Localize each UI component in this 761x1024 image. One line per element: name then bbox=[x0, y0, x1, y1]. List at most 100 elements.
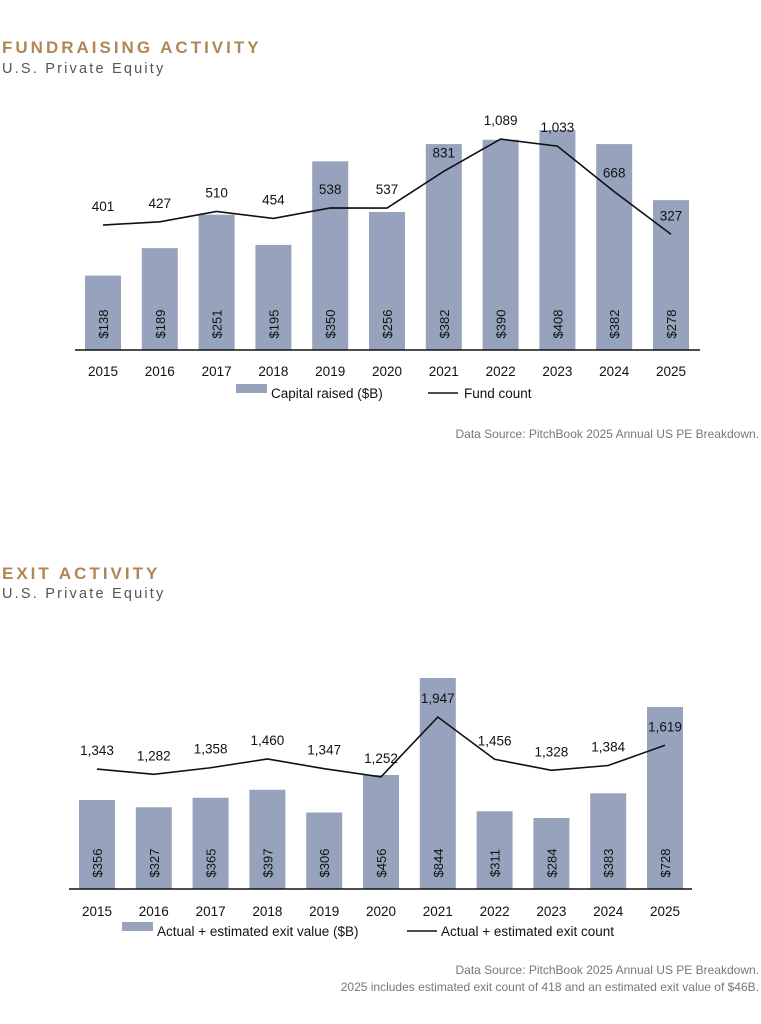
exit-count-label-2021: 1,947 bbox=[421, 691, 455, 706]
fundraising-xtick-2019: 2019 bbox=[315, 364, 345, 379]
fundraising-xtick-2022: 2022 bbox=[486, 364, 516, 379]
fundraising-bar-label-2016: $189 bbox=[153, 310, 168, 339]
exit-bar-2015 bbox=[79, 800, 115, 889]
exit-count-label-2018: 1,460 bbox=[251, 733, 285, 748]
exit-bar-label-2024: $383 bbox=[601, 849, 616, 878]
fundraising-subtitle: U.S. Private Equity bbox=[2, 61, 166, 77]
fundraising-bar-2024 bbox=[596, 144, 633, 350]
exit-bar-label-2015: $356 bbox=[90, 849, 105, 878]
exit-source: Data Source: PitchBook 2025 Annual US PE… bbox=[455, 963, 759, 977]
exit-count-label-2023: 1,328 bbox=[535, 744, 569, 759]
fundraising-source: Data Source: PitchBook 2025 Annual US PE… bbox=[455, 427, 759, 441]
exit-xtick-2015: 2015 bbox=[82, 904, 112, 919]
fundraising-bar-2020 bbox=[369, 212, 405, 350]
exit-note: 2025 includes estimated exit count of 41… bbox=[340, 980, 759, 994]
fundraising-legend-bar-swatch bbox=[236, 384, 267, 393]
fundraising-bar-2022 bbox=[482, 139, 519, 350]
fundraising-bar-label-2024: $382 bbox=[607, 310, 622, 339]
fundraising-title: FUNDRAISING ACTIVITY bbox=[2, 38, 262, 57]
exit-xtick-2020: 2020 bbox=[366, 904, 396, 919]
fundraising-xtick-2021: 2021 bbox=[429, 364, 459, 379]
exit-count-label-2022: 1,456 bbox=[478, 733, 512, 748]
fundraising-legend-line-label: Fund count bbox=[464, 386, 532, 401]
fundraising-bar-2017 bbox=[198, 214, 235, 350]
exit-xtick-2022: 2022 bbox=[480, 904, 510, 919]
fundraising-xtick-2025: 2025 bbox=[656, 364, 686, 379]
exit-count-label-2019: 1,347 bbox=[307, 743, 341, 758]
fundraising-bar-2015 bbox=[85, 275, 121, 350]
exit-count-line bbox=[96, 715, 666, 778]
exit-bar-2016 bbox=[135, 807, 172, 889]
fundraising-count-label-2022: 1,089 bbox=[484, 113, 518, 128]
fundraising-count-label-2023: 1,033 bbox=[541, 120, 575, 135]
exit-bar-label-2016: $327 bbox=[147, 849, 162, 878]
exit-bar-2024 bbox=[590, 793, 627, 889]
exit-bar-2017 bbox=[192, 797, 229, 889]
fundraising-xtick-2024: 2024 bbox=[599, 364, 630, 379]
fundraising-count-label-2025: 327 bbox=[660, 208, 683, 223]
exit-xtick-2025: 2025 bbox=[650, 904, 680, 919]
exit-xtick-2019: 2019 bbox=[309, 904, 339, 919]
exit-xtick-2021: 2021 bbox=[423, 904, 453, 919]
exit-count-label-2016: 1,282 bbox=[137, 748, 171, 763]
fundraising-bar-label-2017: $251 bbox=[210, 310, 225, 339]
exit-bar-2025 bbox=[647, 707, 683, 889]
exit-bar-label-2021: $844 bbox=[431, 849, 446, 878]
exit-subtitle: U.S. Private Equity bbox=[2, 586, 166, 602]
exit-bar-2019 bbox=[306, 812, 343, 889]
fundraising-chart: $138 2015 $189 2016 $251 2017 $195 2018 $350 2019… bbox=[75, 113, 700, 401]
exit-count-label-2017: 1,358 bbox=[194, 742, 228, 757]
exit-bar-label-2019: $306 bbox=[317, 849, 332, 878]
fundraising-bar-label-2023: $408 bbox=[550, 310, 565, 339]
exit-count-label-2025: 1,619 bbox=[648, 719, 682, 734]
fundraising-bar-label-2025: $278 bbox=[664, 310, 679, 339]
exit-legend-line-label: Actual + estimated exit count bbox=[441, 924, 614, 939]
fundraising-count-label-2020: 537 bbox=[376, 182, 399, 197]
exit-bar-2018 bbox=[249, 789, 286, 889]
fundraising-xtick-2018: 2018 bbox=[258, 364, 288, 379]
fundraising-xtick-2020: 2020 bbox=[372, 364, 402, 379]
fundraising-xtick-2023: 2023 bbox=[542, 364, 572, 379]
exit-bar-label-2025: $728 bbox=[658, 849, 673, 878]
fundraising-bar-label-2020: $256 bbox=[380, 310, 395, 339]
exit-bar-2020 bbox=[363, 775, 399, 889]
exit-bar-2023 bbox=[533, 818, 570, 889]
exit-xtick-2016: 2016 bbox=[139, 904, 169, 919]
exit-bar-label-2023: $284 bbox=[544, 849, 559, 878]
fundraising-count-label-2024: 668 bbox=[603, 166, 626, 181]
exit-bar-label-2022: $311 bbox=[488, 849, 503, 877]
exit-bar-label-2018: $397 bbox=[260, 849, 275, 878]
fundraising-bar-label-2019: $350 bbox=[323, 310, 338, 339]
exit-bar-label-2017: $365 bbox=[204, 849, 219, 878]
exit-xtick-2018: 2018 bbox=[252, 904, 282, 919]
fundraising-bar-2023 bbox=[539, 130, 576, 350]
exit-xtick-2023: 2023 bbox=[536, 904, 566, 919]
exit-legend-bar-swatch bbox=[122, 922, 153, 931]
fundraising-legend-bar-label: Capital raised ($B) bbox=[271, 386, 383, 401]
fundraising-bar-label-2021: $382 bbox=[437, 310, 452, 339]
exit-count-label-2024: 1,384 bbox=[591, 740, 625, 755]
exit-xtick-2024: 2024 bbox=[593, 904, 624, 919]
exit-source-block: Data Source: PitchBook 2025 Annual US PE… bbox=[341, 962, 759, 996]
fundraising-bar-label-2018: $195 bbox=[266, 310, 281, 339]
exit-bar-label-2020: $456 bbox=[374, 849, 389, 878]
fundraising-count-label-2015: 401 bbox=[92, 199, 115, 214]
fundraising-xtick-2015: 2015 bbox=[88, 364, 118, 379]
exit-bar-2022 bbox=[476, 811, 513, 889]
fundraising-count-label-2016: 427 bbox=[149, 196, 172, 211]
exit-title: EXIT ACTIVITY bbox=[2, 564, 161, 583]
fundraising-bar-2018 bbox=[255, 244, 292, 350]
fundraising-xtick-2017: 2017 bbox=[202, 364, 232, 379]
exit-bar-2021 bbox=[419, 678, 456, 889]
exit-legend-bar-label: Actual + estimated exit value ($B) bbox=[157, 924, 358, 939]
fundraising-count-line bbox=[102, 138, 672, 235]
fundraising-count-label-2018: 454 bbox=[262, 192, 285, 207]
fundraising-xtick-2016: 2016 bbox=[145, 364, 175, 379]
fundraising-count-label-2017: 510 bbox=[205, 185, 228, 200]
fundraising-count-label-2021: 831 bbox=[433, 145, 456, 160]
fundraising-bar-2016 bbox=[141, 248, 178, 350]
fundraising-count-label-2019: 538 bbox=[319, 182, 342, 197]
fundraising-bar-label-2022: $390 bbox=[494, 310, 509, 339]
exit-count-label-2020: 1,252 bbox=[364, 751, 398, 766]
fundraising-bar-label-2015: $138 bbox=[96, 310, 111, 339]
